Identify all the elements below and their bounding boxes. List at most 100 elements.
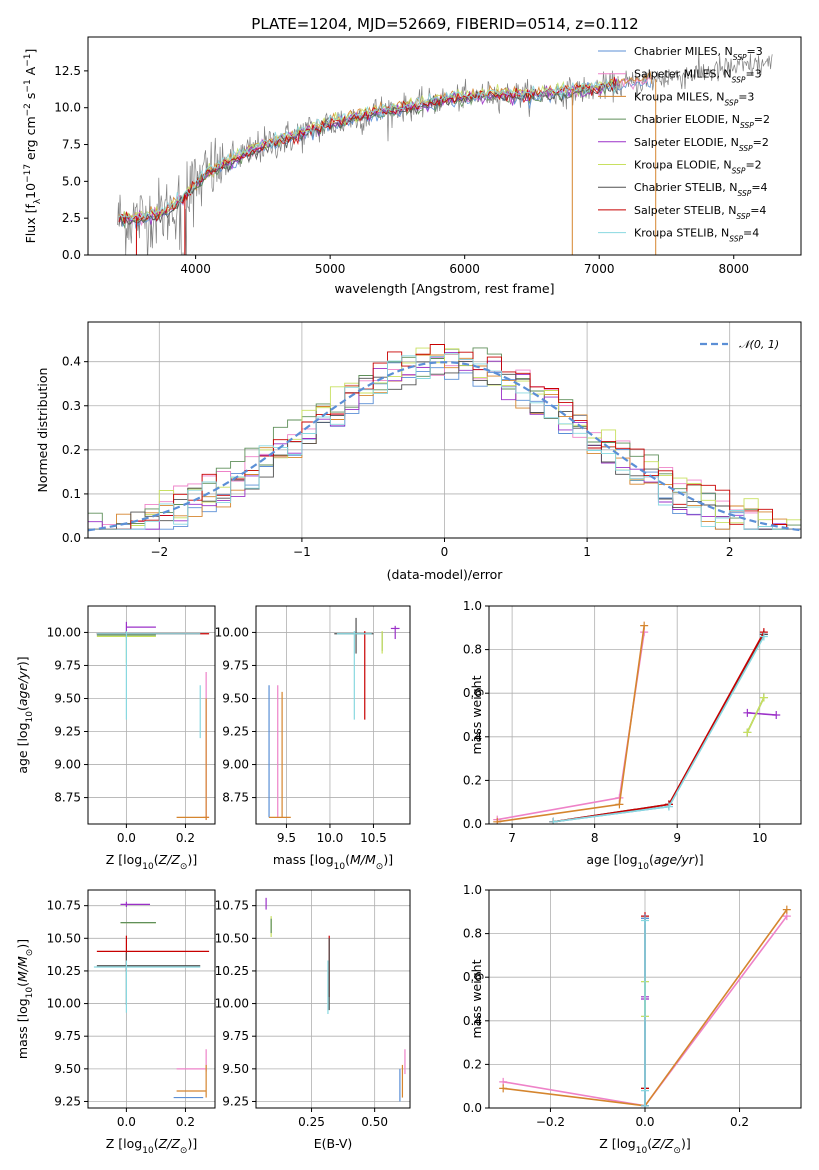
y-tick-label: 10.75 [47,899,81,913]
model-line-kroupa_stelib [118,78,619,221]
weight-line-chabrier_stelib [553,633,765,823]
y-tick-label: 0.2 [463,1057,482,1071]
weight-marker-kroupa_miles [640,621,649,630]
y-tick-label: 9.50 [54,691,81,705]
weight-line-salpeter_stelib [553,631,765,823]
x-tick-label: 4000 [180,262,211,276]
weight-marker-salpeter_elodie [743,708,752,717]
weight-marker-kroupa_miles [493,817,502,824]
ticks: 0.25 0.50 9.25 9.50 9.75 10.00 10.25 10.50 10.75 [215,899,388,1129]
x-tick-label: 8 [591,831,599,845]
panel-age_vs_Z: 0.0 0.2 8.75 9.00 9.25 9.50 9.75 10.00 Z [log10(… [15,605,216,872]
x-tick-label: −1 [293,545,311,559]
y-tick-label: 0.4 [463,730,482,744]
weight-marker-salpeter_elodie [772,711,781,719]
y-axis-label: mass weight [469,675,484,754]
y-tick-label: 9.50 [54,1062,81,1076]
x-tick-label: 9.5 [277,831,296,845]
x-axis-label: mass [log10(M/M⊙)] [273,852,393,872]
legend-label: Salpeter STELIB, NSSP=4 [634,204,766,221]
spectrum-legend: Chabrier MILES, NSSP=3 Salpeter MILES, NS… [598,45,770,243]
y-tick-label: 0.8 [463,643,482,657]
y-tick-label: 10.50 [47,931,81,945]
y-tick-label: 0.1 [62,487,81,501]
y-tick-label: 0.0 [463,1101,482,1115]
weight-marker-kroupa_elodie [743,728,752,737]
plot-area [117,51,773,255]
weight-line-kroupa_miles [497,625,645,823]
plot-area [96,621,210,821]
x-axis-label: E(B-V) [314,1136,353,1151]
y-axis-label: mass [log10(M/M⊙)] [15,939,35,1059]
plot-area [493,621,781,824]
x-tick-label: 7 [508,831,516,845]
axes-frame [87,605,216,825]
y-tick-label: 10.25 [47,964,81,978]
x-axis-label: wavelength [Angstrom, rest frame] [334,281,554,296]
legend-label-normal: 𝒩(0, 1) [739,338,779,351]
y-tick-label: 10.75 [215,899,249,913]
y-axis-label: age [log10(age/yr)] [15,656,35,773]
y-tick-label: 9.25 [54,1094,81,1108]
weight-line-kroupa_stelib [553,636,765,823]
x-tick-label: 0.25 [298,1115,325,1129]
grid [256,890,410,1108]
y-tick-label: 0.6 [463,970,482,984]
ticks: 9.5 10.0 10.5 8.75 9.00 9.25 9.50 9.75 10.00 [215,625,387,845]
legend-label: Kroupa ELODIE, NSSP=2 [634,159,762,176]
y-tick-label: 9.25 [222,1094,249,1108]
x-tick-label: 0.2 [176,1115,195,1129]
legend-label: Salpeter ELODIE, NSSP=2 [634,136,769,153]
y-axis-label: Flux [fλ10−17 erg cm−2 s−1 A−1] [23,49,43,244]
x-tick-label: 10 [752,831,767,845]
x-tick-label: 5000 [315,262,346,276]
legend-label: Chabrier ELODIE, NSSP=2 [634,113,770,130]
axes-frame [87,36,802,256]
y-tick-label: 10.00 [47,997,81,1011]
y-tick-label: 10.25 [215,964,249,978]
y-axis-label: mass weight [469,959,484,1038]
x-axis-label: Z [log10(Z/Z⊙)] [599,1136,690,1156]
axes-frame [87,321,802,539]
y-tick-label: 9.00 [54,758,81,772]
y-tick-label: 9.50 [222,1062,249,1076]
y-tick-label: 5.0 [62,174,81,188]
x-tick-label: 0.2 [176,831,195,845]
y-tick-label: 10.00 [215,997,249,1011]
plot-area [499,905,791,1108]
y-tick-label: 10.0 [54,101,81,115]
panel-weight_vs_age: 7 8 9 10 0.0 0.2 0.4 0.6 0.8 1.0 age [log10(age/yr… [463,599,802,872]
x-tick-label: 10.0 [317,831,344,845]
panel-mass_vs_Z: 0.0 0.2 9.25 9.50 9.75 10.00 10.25 10.50 10.75 Z … [15,889,216,1156]
y-tick-label: 9.75 [54,1029,81,1043]
x-tick-label: 1 [583,545,591,559]
histogram-salpeter_elodie [88,352,801,530]
weight-marker-kroupa_stelib [664,802,673,811]
legend-label: Chabrier MILES, NSSP=3 [634,45,763,62]
y-tick-label: 1.0 [463,883,482,897]
x-tick-label: 10.5 [360,831,387,845]
ticks: −2 −1 0 1 2 0.0 0.1 0.2 0.3 0.4 [62,355,734,559]
ticks: 0.0 0.2 9.25 9.50 9.75 10.00 10.25 10.50 10.75 [47,899,195,1129]
y-tick-label: 9.50 [222,691,249,705]
weight-marker-kroupa_stelib [759,632,768,641]
x-tick-label: 0.0 [635,1115,654,1129]
axes-frame [488,605,802,825]
y-tick-label: 9.00 [222,758,249,772]
y-tick-label: 10.00 [215,625,249,639]
y-tick-label: 0.0 [62,248,81,262]
x-tick-label: 0.2 [730,1115,749,1129]
y-tick-label: 0.2 [463,773,482,787]
y-axis-label: Normed distribution [35,368,50,493]
panel-weight_vs_Z: −0.2 0.0 0.2 0.0 0.2 0.4 0.6 0.8 1.0 Z [log10(Z/Z… [463,883,802,1156]
weight-marker-kroupa_elodie [759,693,768,702]
x-tick-label: 6000 [449,262,480,276]
x-tick-label: 9 [673,831,681,845]
weight-marker-kroupa_stelib [549,817,558,824]
weight-marker-kroupa_stelib [641,1086,649,1095]
histogram-kroupa_stelib [88,353,801,530]
weight-line-salpeter_miles [497,632,645,821]
x-axis-label: Z [log10(Z/Z⊙)] [106,852,197,872]
y-tick-label: 9.25 [222,725,249,739]
